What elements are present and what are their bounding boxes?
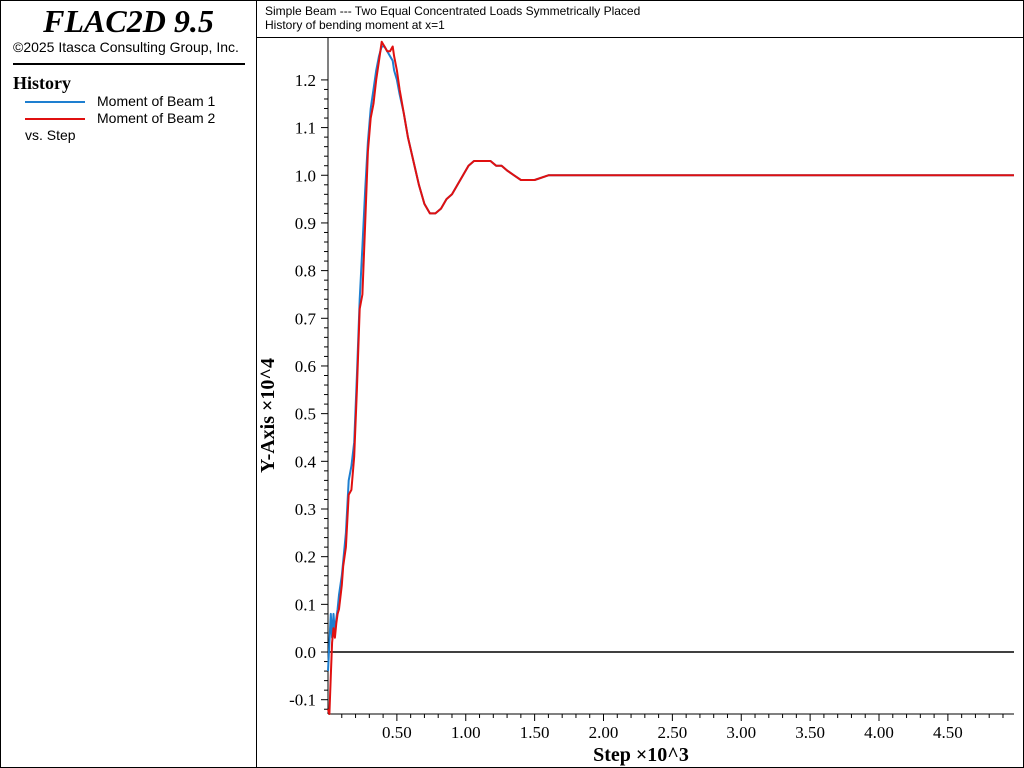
plot-title: Simple Beam --- Two Equal Concentrated L… bbox=[265, 4, 641, 18]
x-tick-label-0: 0.50 bbox=[382, 723, 412, 742]
legend-panel: FLAC2D 9.5 ©2025 Itasca Consulting Group… bbox=[1, 1, 257, 767]
y-tick-label-4: 0.3 bbox=[295, 500, 316, 519]
y-tick-label-7: 0.6 bbox=[295, 357, 316, 376]
y-tick-label-11: 1.0 bbox=[295, 166, 316, 185]
x-tick-label-5: 3.00 bbox=[726, 723, 756, 742]
history-chart[interactable]: -0.1 0.0 0.1 0.2 0.3 0.4 0.5 0.6 0.7 0.8 0.9 1.0 1.1… bbox=[256, 37, 1022, 766]
x-tick-label-1: 1.00 bbox=[451, 723, 481, 742]
y-tick-label-3: 0.2 bbox=[295, 548, 316, 567]
y-tick-label-12: 1.1 bbox=[295, 119, 316, 138]
x-tick-label-7: 4.00 bbox=[864, 723, 894, 742]
legend-divider bbox=[13, 63, 245, 65]
x-tick-label-8: 4.50 bbox=[933, 723, 963, 742]
x-tick-label-6: 3.50 bbox=[795, 723, 825, 742]
copyright-notice: ©2025 Itasca Consulting Group, Inc. bbox=[13, 39, 239, 55]
legend-swatch-beam-1 bbox=[25, 101, 85, 103]
y-tick-label-5: 0.4 bbox=[295, 452, 317, 471]
y-tick-label-2: 0.1 bbox=[295, 595, 316, 614]
x-tick-label-3: 2.00 bbox=[589, 723, 619, 742]
series-line-1 bbox=[327, 45, 1014, 672]
legend-label-beam-1: Moment of Beam 1 bbox=[97, 93, 216, 109]
y-tick-label-0: -0.1 bbox=[289, 691, 316, 710]
y-axis-title: Y-Axis ×10^4 bbox=[257, 358, 279, 473]
legend-heading: History bbox=[13, 73, 71, 93]
x-axis-title: Step ×10^3 bbox=[593, 744, 689, 766]
y-tick-label-1: 0.0 bbox=[295, 643, 316, 662]
legend-swatch-beam-2 bbox=[25, 118, 85, 120]
legend-label-beam-2: Moment of Beam 2 bbox=[97, 110, 216, 126]
plot-subtitle: History of bending moment at x=1 bbox=[265, 18, 445, 32]
y-tick-label-9: 0.8 bbox=[295, 262, 316, 281]
y-tick-label-10: 0.9 bbox=[295, 214, 316, 233]
y-tick-label-8: 0.7 bbox=[295, 309, 317, 328]
y-tick-label-13: 1.2 bbox=[295, 71, 316, 90]
series-line-2 bbox=[327, 40, 1014, 715]
x-tick-label-2: 1.50 bbox=[520, 723, 550, 742]
x-tick-label-4: 2.50 bbox=[658, 723, 688, 742]
app-title: FLAC2D 9.5 bbox=[43, 3, 214, 39]
y-tick-label-6: 0.5 bbox=[295, 405, 316, 424]
plot-header: Simple Beam --- Two Equal Concentrated L… bbox=[257, 1, 1023, 38]
legend-vs-label: vs. Step bbox=[25, 127, 76, 143]
